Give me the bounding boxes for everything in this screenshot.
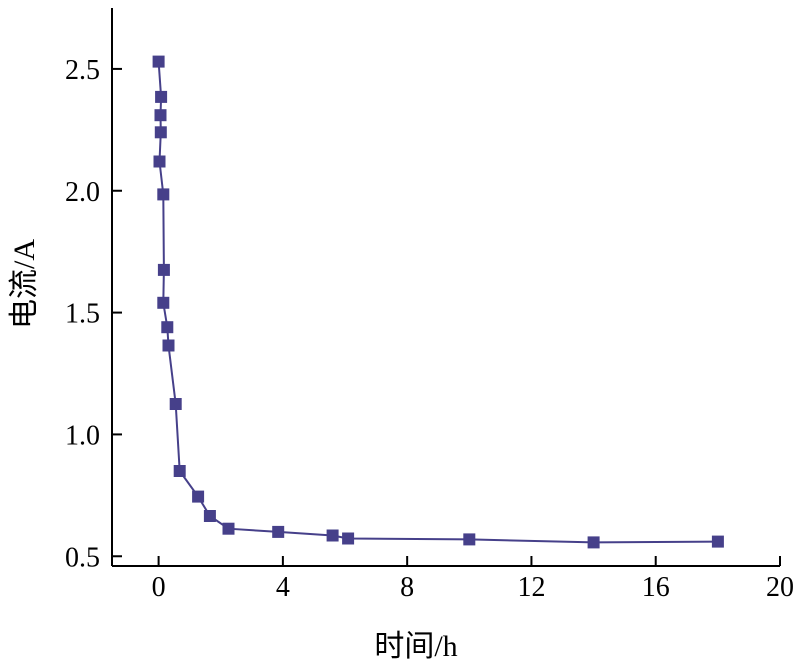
- x-tick-label: 12: [517, 572, 545, 603]
- data-point: [587, 536, 600, 549]
- data-point: [161, 321, 174, 334]
- data-point: [162, 339, 175, 352]
- axes: [111, 8, 780, 567]
- data-point: [272, 525, 285, 538]
- x-tick-label: 8: [400, 572, 414, 603]
- y-tick-label: 0.5: [65, 542, 100, 573]
- data-point: [222, 522, 235, 535]
- data-point: [326, 529, 339, 542]
- data-point: [463, 533, 476, 546]
- data-point: [342, 532, 355, 545]
- data-point: [192, 490, 205, 503]
- data-point: [711, 535, 724, 548]
- data-point: [152, 55, 165, 68]
- data-point: [169, 398, 182, 410]
- series-line: [157, 61, 718, 544]
- data-point: [157, 263, 170, 276]
- plot-area: [152, 55, 724, 549]
- data-point: [153, 155, 166, 168]
- y-tick-label: 2.5: [65, 55, 100, 86]
- data-point: [157, 296, 170, 309]
- data-point: [173, 465, 186, 477]
- data-point: [154, 109, 167, 122]
- data-point: [155, 90, 168, 103]
- x-tick-label: 0: [152, 572, 166, 603]
- x-tick-label: 20: [766, 572, 794, 603]
- data-point: [203, 510, 216, 522]
- x-axis-title: 时间/h: [374, 630, 457, 663]
- x-tick-label: 16: [642, 572, 670, 603]
- data-point: [157, 188, 170, 201]
- y-tick-label: 1.5: [65, 299, 100, 330]
- data-point: [154, 126, 167, 139]
- ticks: 0 4 8 12 16 20 0.5 1.0 1.5 2.0 2.5: [65, 55, 794, 603]
- x-tick-label: 4: [276, 572, 290, 603]
- y-axis-title: 电流/A: [8, 239, 41, 329]
- y-tick-label: 1.0: [65, 420, 100, 451]
- y-tick-label: 2.0: [65, 177, 100, 208]
